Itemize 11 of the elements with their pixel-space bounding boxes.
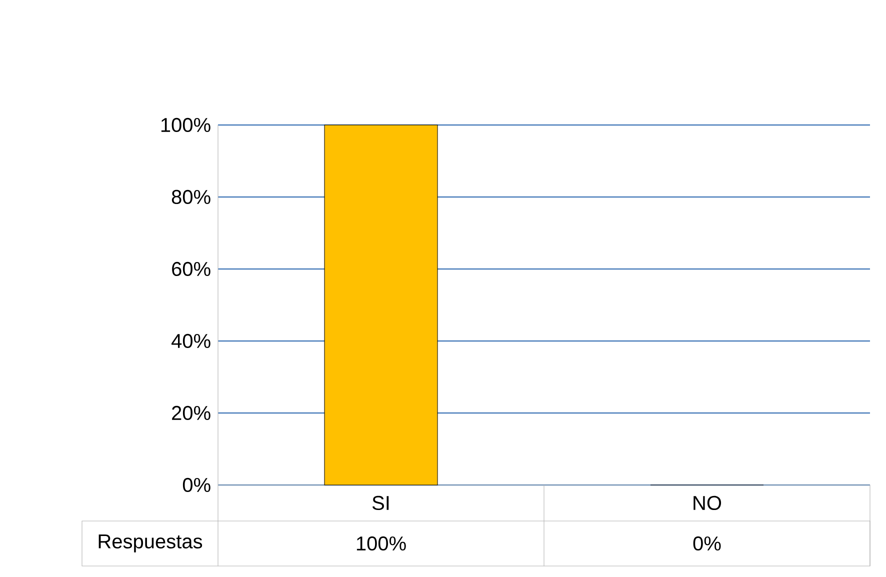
data-label: 0% (693, 536, 721, 551)
text: Respuestas (98, 534, 202, 552)
data-label: 100% (356, 536, 406, 551)
x-tick-label: SI (372, 496, 389, 510)
y-tick-label: 0% (182, 478, 210, 492)
y-tick-label: 20% (172, 406, 210, 420)
y-tick-label: 80% (172, 190, 210, 204)
y-tick-label: 60% (172, 262, 210, 276)
y-tick-label: 100% (161, 118, 210, 132)
x-tick-label: NO (694, 496, 722, 510)
y-tick-label: 40% (172, 334, 210, 348)
